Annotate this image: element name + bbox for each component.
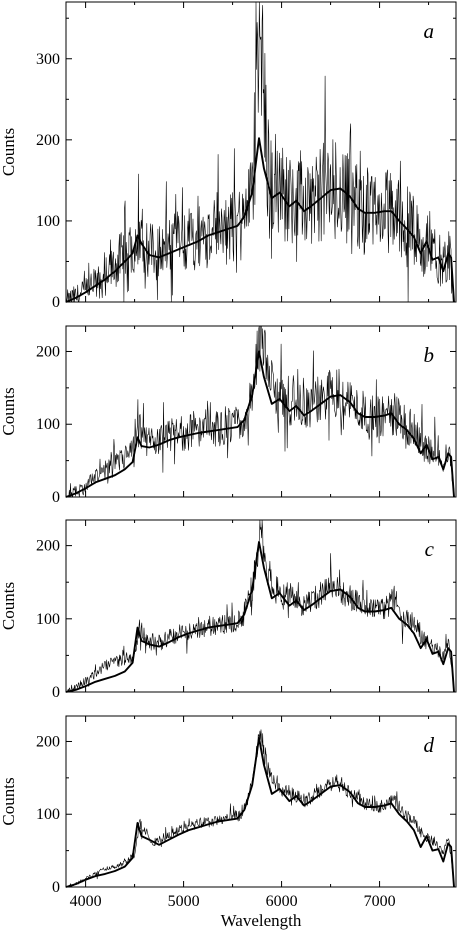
y-tick-label: 300 (36, 51, 60, 68)
plot-frame (65, 1, 457, 303)
y-axis-label: Counts (0, 777, 18, 825)
y-tick-label: 200 (36, 538, 60, 555)
plot-frame (65, 325, 457, 498)
panel-label: d (424, 733, 435, 757)
spectrum-panel-a: 0 100 200 300 Counts a (0, 1, 457, 311)
y-tick-label: 100 (36, 806, 60, 823)
spectrum-raw-line (65, 519, 455, 693)
spectrum-panel-d: 0 100 200 4000 5000 6000 7000 Counts Wavelength d (0, 715, 457, 930)
y-tick-label: 200 (36, 343, 60, 360)
y-tick-label: 200 (36, 132, 60, 149)
plot-frame (65, 715, 457, 888)
spectrum-panel-b: 0 100 200 Counts b (0, 325, 457, 506)
y-tick-label: 0 (52, 684, 60, 701)
panel-label: a (424, 19, 435, 43)
y-tick-label: 100 (36, 213, 60, 230)
spectrum-smooth-line (65, 736, 455, 888)
spectrum-raw-line (65, 1, 455, 303)
y-axis-label: Counts (0, 387, 18, 435)
spectrum-smooth-line (65, 541, 455, 693)
spectrum-raw-line (65, 325, 455, 498)
y-axis-label: Counts (0, 582, 18, 630)
y-tick-label: 200 (36, 733, 60, 750)
x-tick-label: 6000 (266, 893, 298, 910)
panel-label: b (424, 343, 435, 367)
y-axis-label: Counts (0, 128, 18, 176)
x-axis-label: Wavelength (221, 911, 302, 930)
x-tick-label: 5000 (168, 893, 200, 910)
spectrum-panel-c: 0 100 200 Counts c (0, 519, 457, 701)
x-tick-label: 7000 (364, 893, 396, 910)
plot-frame (65, 519, 457, 693)
y-tick-label: 0 (52, 294, 60, 311)
x-tick-label: 4000 (70, 893, 102, 910)
y-tick-label: 100 (36, 416, 60, 433)
spectrum-smooth-line (65, 350, 455, 498)
spectrum-smooth-line (65, 137, 455, 303)
y-tick-label: 0 (52, 879, 60, 896)
spectrum-raw-line (65, 729, 455, 888)
panel-label: c (425, 537, 435, 561)
y-tick-label: 100 (36, 611, 60, 628)
y-tick-label: 0 (52, 489, 60, 506)
